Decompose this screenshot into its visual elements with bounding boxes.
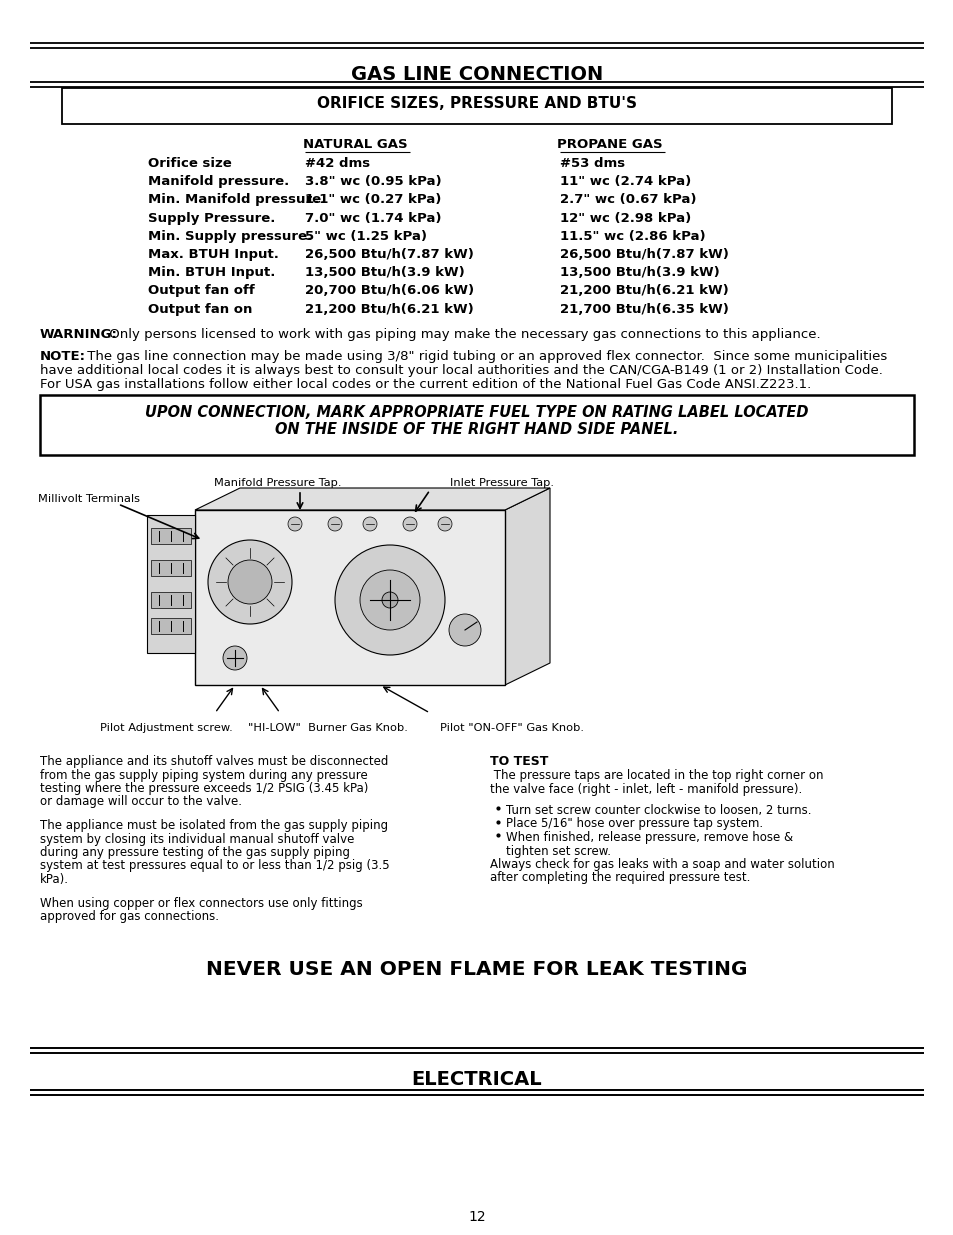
Text: TO TEST: TO TEST — [490, 755, 548, 768]
Circle shape — [449, 614, 480, 646]
Text: from the gas supply piping system during any pressure: from the gas supply piping system during… — [40, 768, 367, 782]
Circle shape — [223, 646, 247, 671]
Text: 5" wc (1.25 kPa): 5" wc (1.25 kPa) — [305, 230, 427, 243]
Bar — [151, 592, 191, 608]
Text: system by closing its individual manual shutoff valve: system by closing its individual manual … — [40, 832, 354, 846]
Polygon shape — [194, 488, 550, 510]
Circle shape — [402, 517, 416, 531]
Text: Inlet Pressure Tap.: Inlet Pressure Tap. — [450, 478, 554, 488]
Text: the valve face (right - inlet, left - manifold pressure).: the valve face (right - inlet, left - ma… — [490, 783, 801, 795]
Text: 21,200 Btu/h(6.21 kW): 21,200 Btu/h(6.21 kW) — [559, 284, 728, 298]
Text: Pilot "ON-OFF" Gas Knob.: Pilot "ON-OFF" Gas Knob. — [439, 722, 583, 734]
Text: 3.8" wc (0.95 kPa): 3.8" wc (0.95 kPa) — [305, 175, 441, 188]
Text: system at test pressures equal to or less than 1/2 psig (3.5: system at test pressures equal to or les… — [40, 860, 389, 872]
Circle shape — [359, 571, 419, 630]
Text: during any pressure testing of the gas supply piping: during any pressure testing of the gas s… — [40, 846, 350, 860]
Text: Only persons licensed to work with gas piping may make the necessary gas connect: Only persons licensed to work with gas p… — [105, 329, 820, 341]
Bar — [151, 559, 191, 576]
Text: 12" wc (2.98 kPa): 12" wc (2.98 kPa) — [559, 211, 691, 225]
Bar — [147, 515, 194, 653]
Text: Output fan on: Output fan on — [148, 303, 253, 316]
Text: or damage will occur to the valve.: or damage will occur to the valve. — [40, 795, 242, 809]
Text: ORIFICE SIZES, PRESSURE AND BTU'S: ORIFICE SIZES, PRESSURE AND BTU'S — [316, 96, 637, 111]
Text: When using copper or flex connectors use only fittings: When using copper or flex connectors use… — [40, 897, 362, 909]
Circle shape — [288, 517, 302, 531]
Text: For USA gas installations follow either local codes or the current edition of th: For USA gas installations follow either … — [40, 378, 810, 391]
Text: ON THE INSIDE OF THE RIGHT HAND SIDE PANEL.: ON THE INSIDE OF THE RIGHT HAND SIDE PAN… — [275, 422, 678, 437]
Circle shape — [228, 559, 272, 604]
Text: Turn set screw counter clockwise to loosen, 2 turns.: Turn set screw counter clockwise to loos… — [505, 804, 811, 818]
Polygon shape — [504, 488, 550, 685]
Text: Manifold pressure.: Manifold pressure. — [148, 175, 289, 188]
Text: GAS LINE CONNECTION: GAS LINE CONNECTION — [351, 65, 602, 84]
Text: 1.1" wc (0.27 kPa): 1.1" wc (0.27 kPa) — [305, 194, 441, 206]
Circle shape — [335, 545, 444, 655]
Circle shape — [208, 540, 292, 624]
Text: Pilot Adjustment screw.: Pilot Adjustment screw. — [100, 722, 233, 734]
Text: The appliance must be isolated from the gas supply piping: The appliance must be isolated from the … — [40, 819, 388, 832]
Bar — [40, 395, 913, 454]
Text: The pressure taps are located in the top right corner on: The pressure taps are located in the top… — [490, 769, 822, 782]
Text: tighten set screw.: tighten set screw. — [505, 845, 610, 857]
Text: 2.7" wc (0.67 kPa): 2.7" wc (0.67 kPa) — [559, 194, 696, 206]
Text: approved for gas connections.: approved for gas connections. — [40, 910, 219, 923]
Bar — [151, 618, 191, 634]
Text: UPON CONNECTION, MARK APPROPRIATE FUEL TYPE ON RATING LABEL LOCATED: UPON CONNECTION, MARK APPROPRIATE FUEL T… — [145, 405, 808, 420]
Text: #42 dms: #42 dms — [305, 157, 370, 170]
Text: kPa).: kPa). — [40, 873, 69, 885]
Text: 11" wc (2.74 kPa): 11" wc (2.74 kPa) — [559, 175, 691, 188]
Text: Always check for gas leaks with a soap and water solution: Always check for gas leaks with a soap a… — [490, 858, 834, 871]
Circle shape — [363, 517, 376, 531]
Text: PROPANE GAS: PROPANE GAS — [557, 138, 662, 151]
Text: The appliance and its shutoff valves must be disconnected: The appliance and its shutoff valves mus… — [40, 755, 388, 768]
Text: 13,500 Btu/h(3.9 kW): 13,500 Btu/h(3.9 kW) — [305, 267, 464, 279]
Text: WARNING:: WARNING: — [40, 329, 118, 341]
Text: ELECTRICAL: ELECTRICAL — [412, 1070, 541, 1089]
Text: When finished, release pressure, remove hose &: When finished, release pressure, remove … — [505, 831, 792, 844]
Text: NOTE:: NOTE: — [40, 350, 86, 363]
Bar — [62, 88, 891, 124]
Text: 7.0" wc (1.74 kPa): 7.0" wc (1.74 kPa) — [305, 211, 441, 225]
Text: Min. Supply pressure.: Min. Supply pressure. — [148, 230, 312, 243]
Text: NATURAL GAS: NATURAL GAS — [302, 138, 407, 151]
Text: Orifice size: Orifice size — [148, 157, 232, 170]
Text: 12: 12 — [468, 1210, 485, 1224]
Text: NEVER USE AN OPEN FLAME FOR LEAK TESTING: NEVER USE AN OPEN FLAME FOR LEAK TESTING — [206, 960, 747, 979]
Text: Manifold Pressure Tap.: Manifold Pressure Tap. — [214, 478, 341, 488]
Text: Place 5/16" hose over pressure tap system.: Place 5/16" hose over pressure tap syste… — [505, 818, 762, 830]
Circle shape — [328, 517, 341, 531]
Text: 11.5" wc (2.86 kPa): 11.5" wc (2.86 kPa) — [559, 230, 705, 243]
Text: 21,200 Btu/h(6.21 kW): 21,200 Btu/h(6.21 kW) — [305, 303, 474, 316]
Text: Output fan off: Output fan off — [148, 284, 254, 298]
Text: "HI-LOW"  Burner Gas Knob.: "HI-LOW" Burner Gas Knob. — [248, 722, 408, 734]
Text: 26,500 Btu/h(7.87 kW): 26,500 Btu/h(7.87 kW) — [559, 248, 728, 261]
Text: Min. BTUH Input.: Min. BTUH Input. — [148, 267, 275, 279]
Text: have additional local codes it is always best to consult your local authorities : have additional local codes it is always… — [40, 364, 882, 377]
Bar — [151, 529, 191, 543]
Text: The gas line connection may be made using 3/8" rigid tubing or an approved flex : The gas line connection may be made usin… — [83, 350, 886, 363]
Text: testing where the pressure exceeds 1/2 PSIG (3.45 kPa): testing where the pressure exceeds 1/2 P… — [40, 782, 368, 795]
Circle shape — [381, 592, 397, 608]
Circle shape — [437, 517, 452, 531]
Text: 21,700 Btu/h(6.35 kW): 21,700 Btu/h(6.35 kW) — [559, 303, 728, 316]
Text: Supply Pressure.: Supply Pressure. — [148, 211, 275, 225]
Text: 13,500 Btu/h(3.9 kW): 13,500 Btu/h(3.9 kW) — [559, 267, 719, 279]
Text: #53 dms: #53 dms — [559, 157, 624, 170]
Text: after completing the required pressure test.: after completing the required pressure t… — [490, 872, 750, 884]
Text: Max. BTUH Input.: Max. BTUH Input. — [148, 248, 278, 261]
Bar — [194, 510, 504, 685]
Text: 26,500 Btu/h(7.87 kW): 26,500 Btu/h(7.87 kW) — [305, 248, 474, 261]
Text: Min. Manifold pressure.: Min. Manifold pressure. — [148, 194, 326, 206]
Text: 20,700 Btu/h(6.06 kW): 20,700 Btu/h(6.06 kW) — [305, 284, 474, 298]
Text: Millivolt Terminals: Millivolt Terminals — [38, 494, 140, 504]
